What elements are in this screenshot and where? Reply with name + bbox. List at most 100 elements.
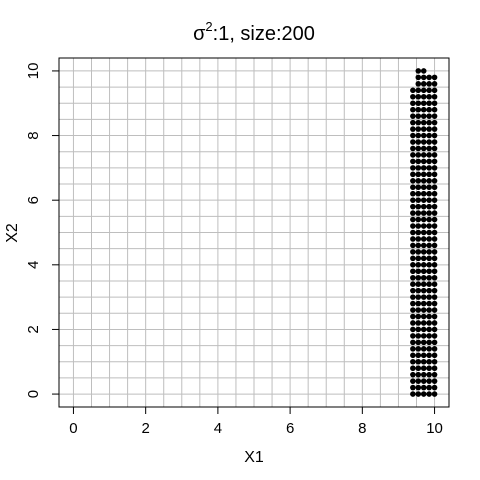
data-point	[416, 204, 422, 210]
data-point	[426, 191, 432, 197]
data-point	[416, 385, 422, 391]
data-point	[410, 178, 416, 184]
title-superscript: 2	[205, 19, 212, 34]
data-point	[410, 184, 416, 190]
data-point	[421, 165, 427, 171]
data-point	[410, 120, 416, 126]
data-point	[426, 94, 432, 100]
data-point	[416, 120, 422, 126]
y-axis: 0 2 4 6 8 10	[25, 63, 59, 399]
x-tick-label: 0	[69, 420, 77, 437]
data-point	[432, 346, 438, 352]
data-point	[432, 146, 438, 152]
data-point	[416, 178, 422, 184]
data-point	[421, 159, 427, 165]
data-point	[426, 327, 432, 333]
data-point	[426, 223, 432, 229]
data-point	[410, 230, 416, 236]
data-point	[410, 107, 416, 113]
data-point	[421, 126, 427, 132]
data-point	[426, 184, 432, 190]
data-point	[426, 307, 432, 313]
data-point	[426, 197, 432, 203]
data-point	[410, 365, 416, 371]
x-tick-label: 10	[426, 420, 443, 437]
data-point	[421, 107, 427, 113]
data-point	[421, 113, 427, 119]
data-point	[426, 378, 432, 384]
data-point	[410, 217, 416, 223]
data-point	[421, 314, 427, 320]
data-point	[410, 249, 416, 255]
data-point	[416, 210, 422, 216]
data-point	[426, 288, 432, 294]
data-point	[410, 210, 416, 216]
data-point	[416, 236, 422, 242]
data-point	[421, 275, 427, 281]
data-point	[432, 230, 438, 236]
data-point	[410, 139, 416, 145]
data-point	[426, 249, 432, 255]
data-point	[432, 327, 438, 333]
data-point	[432, 75, 438, 81]
data-point	[432, 94, 438, 100]
data-point	[432, 294, 438, 300]
data-point	[426, 385, 432, 391]
data-point	[432, 314, 438, 320]
data-point	[421, 385, 427, 391]
x-tick-label: 6	[286, 420, 294, 437]
data-point	[416, 88, 422, 94]
data-point	[421, 94, 427, 100]
data-point	[416, 94, 422, 100]
y-tick-label: 6	[25, 196, 42, 204]
data-point	[410, 191, 416, 197]
data-point	[421, 68, 427, 74]
data-point	[410, 294, 416, 300]
data-point	[410, 256, 416, 262]
data-point	[416, 152, 422, 158]
data-point	[421, 191, 427, 197]
data-point	[426, 113, 432, 119]
title-sigma: σ	[193, 23, 206, 45]
data-point	[426, 107, 432, 113]
data-point	[426, 139, 432, 145]
data-point	[416, 184, 422, 190]
data-point	[416, 139, 422, 145]
data-point	[416, 107, 422, 113]
data-point	[416, 268, 422, 274]
data-point	[426, 294, 432, 300]
data-point	[416, 378, 422, 384]
data-point	[416, 359, 422, 365]
data-point	[426, 281, 432, 287]
data-point	[416, 372, 422, 378]
data-point	[410, 320, 416, 326]
data-point	[432, 133, 438, 139]
data-point	[426, 126, 432, 132]
data-point	[432, 391, 438, 397]
data-point	[410, 314, 416, 320]
data-point	[410, 204, 416, 210]
data-point	[410, 172, 416, 178]
data-point	[432, 243, 438, 249]
data-point	[416, 230, 422, 236]
data-point	[432, 172, 438, 178]
data-point	[432, 333, 438, 339]
data-point	[432, 223, 438, 229]
data-point	[421, 378, 427, 384]
data-point	[426, 120, 432, 126]
data-point	[421, 365, 427, 371]
data-point	[416, 294, 422, 300]
data-point	[421, 307, 427, 313]
data-point	[421, 152, 427, 158]
data-point	[410, 152, 416, 158]
data-point	[410, 94, 416, 100]
data-point	[410, 133, 416, 139]
data-point	[426, 152, 432, 158]
data-point	[410, 333, 416, 339]
data-point	[416, 320, 422, 326]
y-tick-label: 0	[25, 390, 42, 398]
data-point	[410, 288, 416, 294]
data-point	[416, 391, 422, 397]
data-point	[421, 249, 427, 255]
